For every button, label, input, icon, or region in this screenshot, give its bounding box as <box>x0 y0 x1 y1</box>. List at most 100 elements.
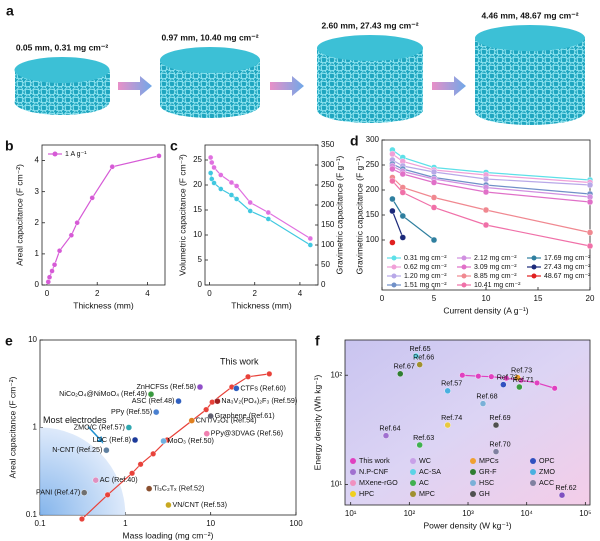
point-label: Ref.57 <box>441 379 462 388</box>
legend-label: 8.85 mg cm⁻² <box>474 273 517 280</box>
point-label: AC (Ref.40) <box>100 475 138 484</box>
annotation-arrow <box>87 425 104 444</box>
point <box>56 248 63 254</box>
legend-marker <box>461 282 467 288</box>
point <box>389 207 396 215</box>
point <box>558 491 566 499</box>
point <box>209 159 215 166</box>
point <box>265 216 271 222</box>
x-tick-label: 15 <box>534 294 543 303</box>
y-tick-label: 250 <box>366 160 380 169</box>
y-tick-label: 3 <box>35 187 40 196</box>
point <box>389 177 396 185</box>
point <box>209 399 216 406</box>
y-tick-label: 300 <box>366 135 380 144</box>
legend-label: 0.31 mg cm⁻² <box>404 255 447 262</box>
point-label: Ref.69 <box>489 413 510 422</box>
point-label: VN/CNT (Ref.53) <box>172 500 227 509</box>
legend-marker <box>410 469 416 475</box>
legend-marker <box>391 264 397 270</box>
point <box>207 154 214 161</box>
stage-label: 2.60 mm, 27.43 mg cm⁻² <box>321 20 418 30</box>
panel-letter: d <box>350 133 359 149</box>
point <box>482 221 490 229</box>
y2-tick-label: 50 <box>321 260 330 269</box>
point <box>492 448 500 455</box>
point-label: Graphene (Ref.61) <box>215 411 275 420</box>
x-tick-label: 0 <box>45 289 50 298</box>
legend-label: 48.67 mg cm⁻² <box>544 273 591 280</box>
point <box>129 470 136 477</box>
y2-tick-label: 250 <box>321 180 335 189</box>
x-tick-label: 2 <box>95 289 100 298</box>
point <box>104 491 111 498</box>
x-axis-label: Mass loading (mg cm⁻²) <box>123 530 214 540</box>
legend-marker <box>470 491 476 497</box>
x-axis-label: Power density (W kg⁻¹) <box>423 520 511 530</box>
legend-marker <box>350 458 356 464</box>
point-label: Ref.67 <box>394 362 415 371</box>
x-tick-label: 10⁴ <box>521 509 534 518</box>
legend-label: 0.62 mg cm⁻² <box>404 264 447 271</box>
point <box>150 450 157 457</box>
legend-marker <box>410 480 416 486</box>
point-label: Ref.71 <box>513 375 534 384</box>
legend-label: AC <box>419 478 429 487</box>
point <box>307 242 314 248</box>
point <box>430 194 438 201</box>
point <box>307 235 314 242</box>
y-tick-label: 100 <box>366 235 380 244</box>
legend-label: WC <box>419 456 431 465</box>
legend-label: AC-SA <box>419 467 441 476</box>
x-tick-label: 10 <box>482 294 491 303</box>
point <box>137 461 144 468</box>
legend-label: MPCs <box>479 456 499 465</box>
point <box>207 412 214 420</box>
point-label: Ref.63 <box>413 433 434 442</box>
legend-label: MPC <box>419 489 435 498</box>
point-label: ZMO/C (Ref.57) <box>74 422 125 431</box>
y-tick-label: 0 <box>35 280 40 289</box>
series-line <box>210 157 311 240</box>
x-axis-label: Thickness (mm) <box>231 300 292 310</box>
point-label: PPy (Ref.55) <box>111 407 152 416</box>
legend-label: 1.20 mg cm⁻² <box>404 273 447 280</box>
legend-marker <box>531 255 537 261</box>
legend-label: MXene-rGO <box>359 478 398 487</box>
point <box>482 188 490 196</box>
typical-region <box>40 427 126 515</box>
point <box>551 385 558 392</box>
point <box>147 391 155 398</box>
point <box>382 432 390 439</box>
point <box>156 153 162 159</box>
x-tick-label: 4 <box>298 289 303 298</box>
panel-letter: f <box>315 333 320 349</box>
y-axis-label: Areal capacitance (F cm⁻²) <box>7 376 17 478</box>
x-tick-label: 0 <box>207 289 212 298</box>
y2-tick-label: 200 <box>321 200 335 209</box>
series-line <box>391 180 591 247</box>
y2-tick-label: 300 <box>321 160 335 169</box>
point <box>247 199 253 206</box>
point <box>45 279 51 285</box>
point <box>78 516 85 523</box>
point <box>389 150 396 158</box>
point <box>218 172 224 178</box>
point <box>482 175 490 183</box>
series-label: This work <box>220 356 259 366</box>
legend-marker <box>350 480 356 486</box>
point-label: Ref.72 <box>497 373 518 382</box>
panel-letter: a <box>6 3 14 19</box>
point <box>492 421 500 429</box>
point <box>430 236 438 244</box>
y2-tick-label: 150 <box>321 220 335 229</box>
point <box>109 164 115 170</box>
x-axis-label: Current density (A g⁻¹) <box>443 305 528 315</box>
point-label: LDC (Ref.8) <box>93 435 131 444</box>
point-label: Ref.74 <box>441 413 462 422</box>
point <box>475 373 482 380</box>
point-label: Ref.66 <box>413 353 434 362</box>
plot-frame <box>344 339 591 506</box>
series-line <box>47 155 160 283</box>
